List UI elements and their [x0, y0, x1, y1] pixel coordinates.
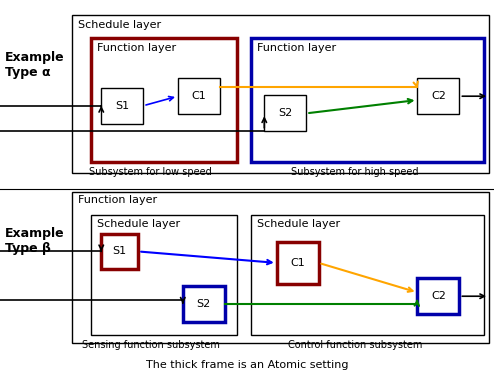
Text: The thick frame is an Atomic setting: The thick frame is an Atomic setting	[146, 360, 348, 370]
Bar	[183, 286, 225, 322]
Text: Schedule layer: Schedule layer	[97, 219, 180, 229]
Text: Function layer: Function layer	[78, 195, 157, 205]
Bar	[91, 215, 237, 335]
Text: Subsystem for high speed: Subsystem for high speed	[291, 167, 418, 177]
Text: Function layer: Function layer	[97, 43, 176, 53]
Bar	[264, 95, 306, 131]
Text: C1: C1	[192, 91, 206, 101]
Bar	[417, 78, 459, 114]
Text: Example
Type β: Example Type β	[5, 227, 65, 255]
Text: C1: C1	[290, 258, 305, 268]
Text: S2: S2	[197, 299, 211, 309]
Bar	[277, 242, 319, 284]
Bar	[72, 15, 489, 173]
Bar	[91, 38, 237, 162]
Text: S1: S1	[113, 247, 127, 256]
Text: Sensing function subsystem: Sensing function subsystem	[82, 340, 220, 350]
Text: C2: C2	[431, 91, 446, 101]
Bar	[101, 234, 138, 269]
Text: Schedule layer: Schedule layer	[257, 219, 340, 229]
Text: C2: C2	[431, 291, 446, 301]
Bar	[251, 215, 484, 335]
Text: Subsystem for low speed: Subsystem for low speed	[89, 167, 212, 177]
Bar	[101, 88, 143, 124]
Bar	[417, 278, 459, 314]
Text: Schedule layer: Schedule layer	[78, 20, 161, 30]
Text: Example
Type α: Example Type α	[5, 51, 65, 79]
Text: S2: S2	[278, 108, 292, 118]
Text: S1: S1	[115, 101, 129, 111]
Bar	[72, 192, 489, 343]
Text: Control function subsystem: Control function subsystem	[288, 340, 422, 350]
Bar	[251, 38, 484, 162]
Bar	[178, 78, 220, 114]
Text: Function layer: Function layer	[257, 43, 336, 53]
